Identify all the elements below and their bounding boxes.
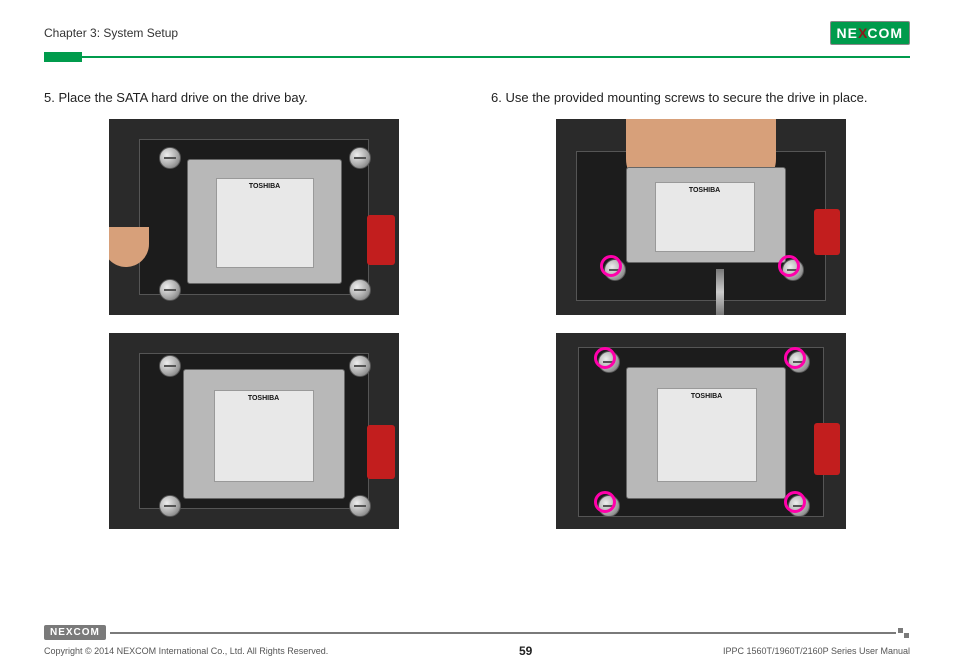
- step-5-body: Place the SATA hard drive on the drive b…: [58, 90, 307, 105]
- hdd-brand: TOSHIBA: [658, 389, 756, 400]
- page-number: 59: [519, 644, 532, 658]
- footer-rule: NEXCOM: [44, 625, 910, 640]
- sata-cable-icon: [814, 423, 840, 475]
- photo-step6-b: TOSHIBA: [556, 333, 846, 529]
- footer-logo-text: NEXCOM: [50, 627, 100, 638]
- logo-com: COM: [867, 25, 903, 41]
- highlight-ring-icon: [594, 347, 616, 369]
- step-5-num: 5.: [44, 90, 55, 105]
- footer-logo: NEXCOM: [44, 625, 106, 640]
- sata-cable-icon: [814, 209, 840, 255]
- logo-x: X: [858, 25, 867, 41]
- header-rule: [44, 52, 910, 62]
- photo-step5-b: TOSHIBA: [109, 333, 399, 529]
- highlight-ring-icon: [600, 255, 622, 277]
- copyright-text: Copyright © 2014 NEXCOM International Co…: [44, 646, 328, 656]
- step-6-num: 6.: [491, 90, 502, 105]
- left-column: 5. Place the SATA hard drive on the driv…: [44, 90, 463, 547]
- highlight-ring-icon: [784, 347, 806, 369]
- step-6-body: Use the provided mounting screws to secu…: [505, 90, 867, 105]
- highlight-ring-icon: [784, 491, 806, 513]
- highlight-ring-icon: [594, 491, 616, 513]
- hdd-brand: TOSHIBA: [217, 179, 313, 190]
- photo-step6-a: TOSHIBA: [556, 119, 846, 315]
- sata-cable-icon: [367, 215, 395, 265]
- nexcom-logo: NE X COM: [830, 21, 910, 45]
- step-5-text: 5. Place the SATA hard drive on the driv…: [44, 90, 463, 105]
- right-column: 6. Use the provided mounting screws to s…: [491, 90, 910, 547]
- logo-ne: NE: [837, 25, 858, 41]
- highlight-ring-icon: [778, 255, 800, 277]
- doc-title: IPPC 1560T/1960T/2160P Series User Manua…: [723, 646, 910, 656]
- hdd-brand: TOSHIBA: [656, 183, 754, 194]
- photo-step5-a: TOSHIBA: [109, 119, 399, 315]
- step-6-text: 6. Use the provided mounting screws to s…: [491, 90, 910, 105]
- chapter-title: Chapter 3: System Setup: [44, 26, 178, 40]
- hdd-brand: TOSHIBA: [215, 391, 313, 402]
- sata-cable-icon: [367, 425, 395, 479]
- screwdriver-icon: [716, 269, 724, 315]
